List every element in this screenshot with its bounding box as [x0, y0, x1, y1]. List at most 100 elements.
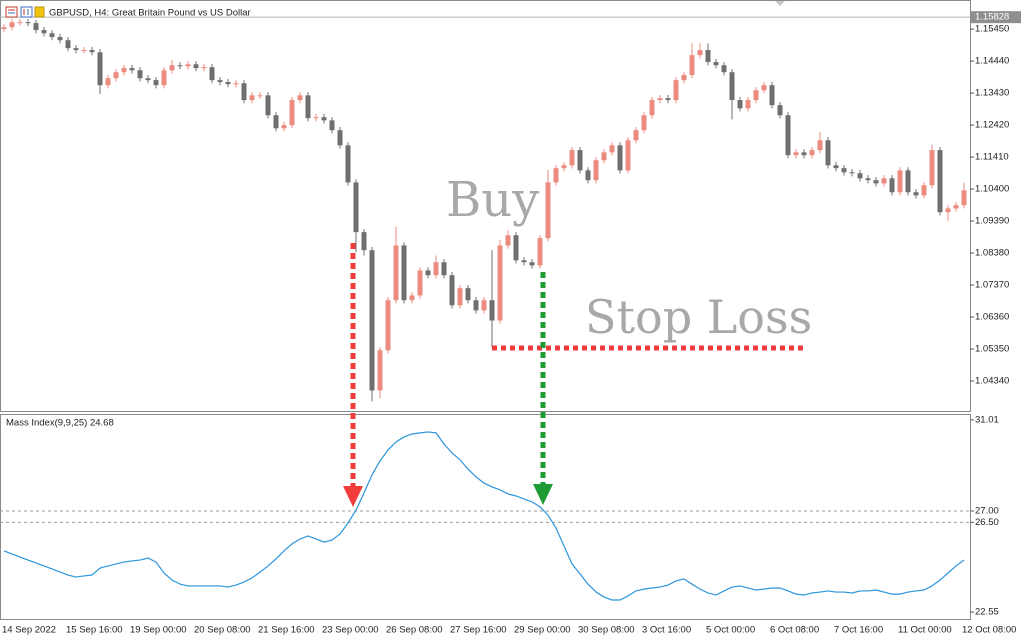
x-tick-label: 30 Sep 08:00 [578, 625, 635, 636]
candle-body [305, 95, 311, 119]
candle-body [697, 50, 703, 56]
candle-body [801, 152, 807, 156]
candle-body [689, 55, 695, 76]
x-tick-label: 7 Oct 16:00 [834, 625, 883, 636]
y-tick-label: 1.14440 [975, 56, 1009, 67]
candle-body [225, 82, 231, 85]
candle-body [449, 275, 455, 306]
candle-body [633, 130, 639, 141]
candle-body [193, 64, 199, 69]
icon [34, 6, 45, 18]
candle-body [825, 140, 831, 166]
candle-body [817, 140, 823, 151]
candle-body [345, 145, 351, 183]
candle-body [241, 83, 247, 101]
y-tick-label: 1.09390 [975, 216, 1009, 227]
candle-body [89, 50, 95, 53]
candle-body [361, 232, 367, 251]
candle-body [545, 182, 551, 239]
candle-body [81, 50, 87, 52]
candle-body [65, 40, 71, 49]
candle-body [257, 95, 263, 97]
indicator-title: Mass Index(9,9,25) 24.68 [6, 418, 114, 429]
candle-body [457, 288, 463, 306]
candle-body [729, 72, 735, 101]
candle-body [153, 80, 159, 86]
mass-index-line [3, 431, 965, 601]
candle-body [177, 65, 183, 67]
candle-body [673, 80, 679, 101]
marks: 1.15450 1.14440 1.13430 1.12420 1.11410 1.104… [0, 11, 1021, 636]
candle-body [129, 68, 135, 71]
y-tick-label: 1.04340 [975, 375, 1009, 386]
candle-body [281, 125, 287, 129]
candle-body [577, 150, 583, 171]
candle-body [337, 130, 343, 146]
candle-body [585, 170, 591, 181]
candle-body [809, 150, 815, 156]
candle-body [145, 78, 151, 81]
indicator-pane-frame [0, 414, 971, 620]
x-tick-label: 29 Sep 00:00 [514, 625, 571, 636]
candle-body [761, 85, 767, 91]
candle-body [113, 72, 119, 79]
current-price-label: 1.15828 [975, 12, 1009, 23]
candle-body [609, 145, 615, 153]
candle-body [329, 120, 335, 131]
candle-body [665, 98, 671, 101]
candle-body [33, 23, 39, 31]
candle-body [49, 33, 55, 38]
x-tick-label: 26 Sep 08:00 [386, 625, 443, 636]
x-tick-label: 27 Sep 16:00 [450, 625, 507, 636]
x-tick-label: 15 Sep 16:00 [66, 625, 123, 636]
candle-body [321, 117, 327, 121]
candle-body [473, 300, 479, 311]
y-tick-label: 1.08380 [975, 248, 1009, 259]
candle-body [617, 145, 623, 171]
candle-body [105, 78, 111, 86]
candle-body [1, 27, 7, 30]
y-tick-label: 22.55 [975, 607, 999, 618]
candle-body [889, 178, 895, 193]
candle-body [273, 115, 279, 129]
candle-body [425, 270, 431, 276]
candle-body [137, 70, 143, 79]
candle-body [401, 245, 407, 301]
candle-body [385, 300, 391, 351]
scroll-marker [775, 1, 785, 6]
candle-body [393, 245, 399, 301]
candle-body [369, 250, 375, 391]
y-tick-label: 1.15450 [975, 24, 1009, 35]
candle-body [873, 180, 879, 184]
candle-body [409, 295, 415, 301]
candle-body [833, 165, 839, 169]
candle-body [185, 64, 191, 67]
candle-body [769, 85, 775, 106]
current-price-box [971, 11, 1021, 24]
annotation-stop-loss: Stop Loss [585, 290, 812, 344]
y-tick-label: 1.13430 [975, 88, 1009, 99]
candle-body [953, 205, 959, 209]
candle-body [865, 178, 871, 181]
y-tick-label: 1.07370 [975, 280, 1009, 291]
icon [20, 6, 33, 18]
candle-body [913, 192, 919, 196]
candle-body [169, 65, 175, 71]
candle-body [857, 173, 863, 179]
candle-body [121, 68, 127, 73]
candle-body [217, 80, 223, 83]
candle-body [529, 262, 535, 266]
candle-body [9, 22, 15, 28]
x-tick-label: 21 Sep 16:00 [258, 625, 315, 636]
candle-body [249, 95, 255, 101]
candle-body [353, 182, 359, 233]
candle-body [209, 67, 215, 81]
y-tick-label: 1.12420 [975, 120, 1009, 131]
sell-arrow-head [343, 486, 363, 507]
candle-body [921, 185, 927, 196]
candle-body [625, 140, 631, 171]
x-tick-label: 14 Sep 2022 [2, 625, 56, 636]
header-icons [5, 6, 45, 18]
candle-body [497, 245, 503, 321]
